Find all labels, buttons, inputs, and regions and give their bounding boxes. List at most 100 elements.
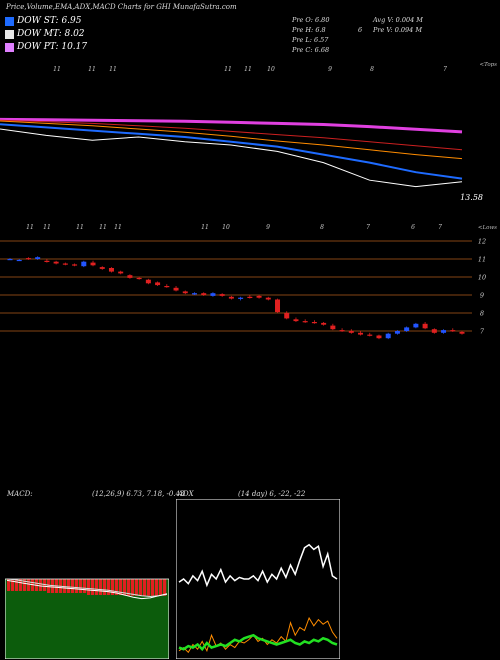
- macd-hist-bar: [127, 579, 131, 596]
- candle-body: [164, 286, 170, 288]
- macd-hist-bar: [7, 579, 11, 591]
- candle-body: [311, 322, 317, 324]
- candle-body: [404, 327, 410, 331]
- ohlc-close: Pre C: 6.68: [292, 46, 330, 54]
- top-tick: 7: [443, 66, 447, 73]
- macd-params: (12,26,9) 6.73, 7.18, -0.43: [92, 490, 185, 498]
- top-tick: 11: [244, 66, 252, 73]
- candle-body: [284, 313, 290, 319]
- candle-body: [376, 335, 382, 339]
- candle-body: [136, 277, 142, 280]
- low-tick: 10: [222, 224, 230, 231]
- candle-body: [155, 282, 161, 286]
- macd-hist-bar: [75, 579, 79, 593]
- candle-body: [72, 264, 78, 266]
- ohlc-pre-volume: Pre V: 0.094 M: [373, 26, 423, 34]
- ema-line-0: [0, 117, 463, 134]
- lows-label: <Lows: [478, 225, 497, 231]
- legend-dow-st: DOW ST: 6.95: [5, 16, 82, 26]
- macd-hist-bar: [103, 579, 107, 595]
- price-tick-label: 7: [480, 328, 485, 336]
- macd-hist-bar: [23, 579, 27, 591]
- candle-body: [394, 331, 400, 334]
- macd-hist-bar: [83, 579, 87, 593]
- legend-dow-mt: DOW MT: 8.02: [5, 29, 85, 39]
- macd-hist-bar: [27, 579, 31, 591]
- candle-body: [247, 296, 253, 298]
- candle-body: [459, 331, 465, 334]
- ema-chart: <Tops <Lows 13.58 11 11 11 11 11 10 9 8 7 11 11 11 11 11…: [0, 62, 497, 231]
- adx-chart: [176, 499, 340, 659]
- legend-dow-pt: DOW PT: 10.17: [5, 42, 87, 52]
- candle-body: [339, 330, 345, 332]
- candle-body: [53, 261, 59, 264]
- candle-body: [321, 322, 327, 325]
- legend-label-mt: DOW MT: 8.02: [17, 29, 85, 39]
- candle-body: [7, 259, 13, 261]
- candle-body: [108, 268, 114, 272]
- ohlc-high: Pre H: 6.8: [292, 26, 326, 34]
- candle-body: [275, 299, 281, 313]
- candle-body: [44, 260, 50, 262]
- legend-label-st: DOW ST: 6.95: [17, 16, 82, 26]
- macd-hist-bar: [19, 579, 23, 591]
- macd-hist-bar: [163, 579, 167, 596]
- adx-line-1: [178, 616, 338, 654]
- macd-hist-bar: [115, 579, 119, 595]
- candle-body: [441, 330, 447, 333]
- ohlc-low: Pre L: 6.57: [292, 36, 329, 44]
- macd-hist-bar: [119, 579, 123, 595]
- ohlc-open: Pre O: 6.80: [292, 16, 330, 24]
- macd-hist-bar: [95, 579, 99, 595]
- adx-params: (14 day) 6, -22, -22: [238, 490, 306, 498]
- adx-line-2: [178, 633, 338, 652]
- low-tick: 11: [43, 224, 51, 231]
- ohlc-six: 6: [358, 26, 363, 34]
- low-tick: 6: [411, 224, 415, 231]
- macd-line: [6, 579, 168, 600]
- low-tick: 11: [201, 224, 209, 231]
- candle-body: [173, 287, 179, 291]
- macd-hist-bar: [87, 579, 91, 595]
- macd-hist-bar: [123, 579, 127, 595]
- low-tick: 7: [438, 224, 442, 231]
- low-tick: 8: [320, 224, 324, 231]
- candle-body: [422, 323, 428, 329]
- candle-body: [302, 321, 308, 323]
- macd-title: MACD:: [7, 490, 33, 498]
- candle-body: [413, 323, 419, 328]
- ema-line-4: [0, 128, 463, 188]
- candle-body: [330, 325, 336, 330]
- candle-body: [256, 295, 262, 298]
- macd-upper-area: [5, 499, 169, 579]
- macd-hist-bar: [151, 579, 155, 596]
- macd-hist-bar: [67, 579, 71, 593]
- macd-hist-bar: [91, 579, 95, 595]
- candle-body: [99, 267, 105, 269]
- price-tick-label: 11: [478, 256, 486, 264]
- candle-body: [16, 259, 22, 262]
- price-tick-label: 9: [480, 292, 484, 300]
- low-tick: 9: [266, 224, 270, 231]
- price-tick-label: 12: [478, 238, 486, 246]
- macd-hist-bar: [139, 579, 143, 596]
- candle-body: [358, 332, 364, 335]
- candle-body: [118, 271, 124, 274]
- candle-body: [385, 333, 391, 339]
- price-tick-label: 8: [480, 310, 484, 318]
- candle-body: [367, 334, 373, 336]
- candle-body: [145, 279, 151, 284]
- macd-hist-bar: [131, 579, 135, 596]
- macd-hist-bar: [79, 579, 83, 593]
- candle-body: [348, 331, 354, 333]
- candle-body: [431, 329, 437, 333]
- candle-body: [191, 293, 197, 295]
- top-tick: 9: [328, 66, 332, 73]
- ema-line-2: [0, 120, 463, 160]
- price-tick-label: 10: [478, 274, 486, 282]
- macd-hist-bar: [15, 579, 19, 591]
- legend-swatch-pt: [5, 42, 14, 52]
- macd-hist-bar: [111, 579, 115, 595]
- candle-body: [81, 261, 87, 267]
- candle-body: [127, 275, 133, 278]
